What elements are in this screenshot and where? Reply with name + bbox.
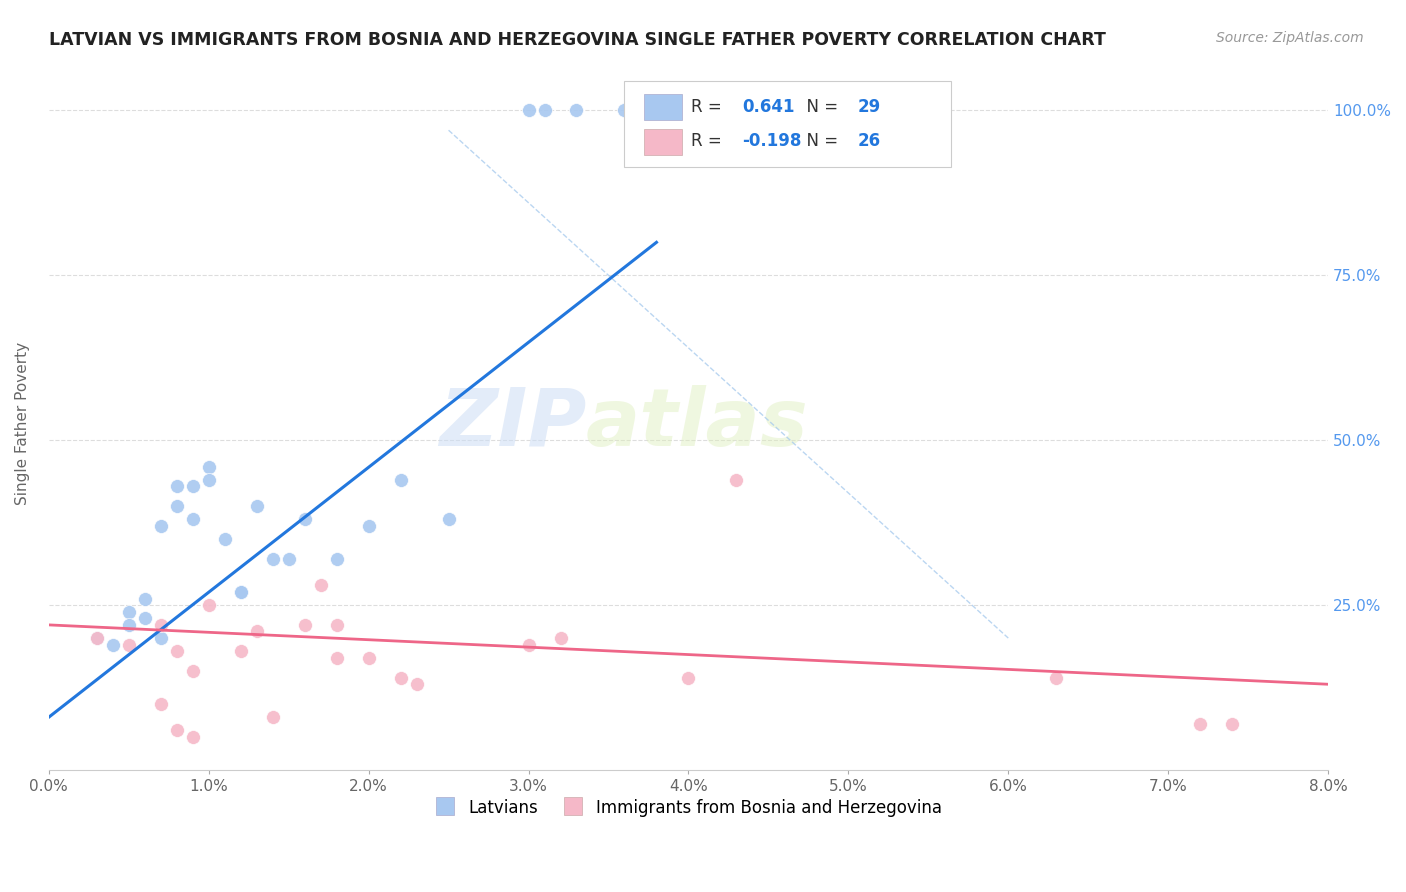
Point	[517, 638, 540, 652]
Text: Source: ZipAtlas.com: Source: ZipAtlas.com	[1216, 31, 1364, 45]
Point	[325, 618, 347, 632]
Point	[134, 611, 156, 625]
Point	[437, 512, 460, 526]
Point	[101, 638, 124, 652]
Legend: Latvians, Immigrants from Bosnia and Herzegovina: Latvians, Immigrants from Bosnia and Her…	[427, 792, 949, 824]
Text: ZIP: ZIP	[439, 384, 586, 463]
Point	[181, 730, 204, 744]
Point	[294, 618, 316, 632]
Text: N =: N =	[796, 97, 844, 116]
Point	[1045, 671, 1067, 685]
Text: -0.198: -0.198	[742, 132, 801, 150]
Text: LATVIAN VS IMMIGRANTS FROM BOSNIA AND HERZEGOVINA SINGLE FATHER POVERTY CORRELAT: LATVIAN VS IMMIGRANTS FROM BOSNIA AND HE…	[49, 31, 1107, 49]
Point	[550, 631, 572, 645]
Point	[389, 671, 412, 685]
Point	[277, 552, 299, 566]
Point	[86, 631, 108, 645]
Point	[229, 585, 252, 599]
Point	[294, 512, 316, 526]
Point	[181, 479, 204, 493]
Point	[262, 710, 284, 724]
Point	[166, 723, 188, 738]
Point	[246, 499, 269, 513]
Point	[309, 578, 332, 592]
Point	[181, 664, 204, 678]
Point	[533, 103, 555, 118]
Point	[725, 473, 748, 487]
Point	[149, 697, 172, 711]
Point	[262, 552, 284, 566]
Point	[149, 631, 172, 645]
Point	[86, 631, 108, 645]
Point	[405, 677, 427, 691]
Text: N =: N =	[796, 132, 844, 150]
Point	[1189, 716, 1212, 731]
Point	[149, 519, 172, 533]
Point	[197, 473, 219, 487]
FancyBboxPatch shape	[624, 81, 950, 168]
Bar	[644, 94, 682, 120]
Point	[197, 598, 219, 612]
Point	[613, 103, 636, 118]
Point	[517, 103, 540, 118]
Text: 26: 26	[858, 132, 880, 150]
Y-axis label: Single Father Poverty: Single Father Poverty	[15, 343, 30, 505]
Point	[325, 552, 347, 566]
Point	[134, 591, 156, 606]
Point	[166, 479, 188, 493]
Point	[166, 499, 188, 513]
Point	[1220, 716, 1243, 731]
Point	[166, 644, 188, 658]
Text: 29: 29	[858, 97, 880, 116]
Point	[389, 473, 412, 487]
Point	[357, 519, 380, 533]
Text: 0.641: 0.641	[742, 97, 794, 116]
Text: atlas: atlas	[586, 384, 808, 463]
Point	[229, 585, 252, 599]
Point	[118, 605, 141, 619]
Point	[325, 651, 347, 665]
Bar	[644, 128, 682, 155]
Point	[197, 459, 219, 474]
Text: R =: R =	[690, 132, 727, 150]
Point	[246, 624, 269, 639]
Text: R =: R =	[690, 97, 727, 116]
Point	[149, 618, 172, 632]
Point	[678, 671, 700, 685]
Point	[181, 512, 204, 526]
Point	[229, 644, 252, 658]
Point	[214, 532, 236, 546]
Point	[565, 103, 588, 118]
Point	[357, 651, 380, 665]
Point	[118, 638, 141, 652]
Point	[118, 618, 141, 632]
